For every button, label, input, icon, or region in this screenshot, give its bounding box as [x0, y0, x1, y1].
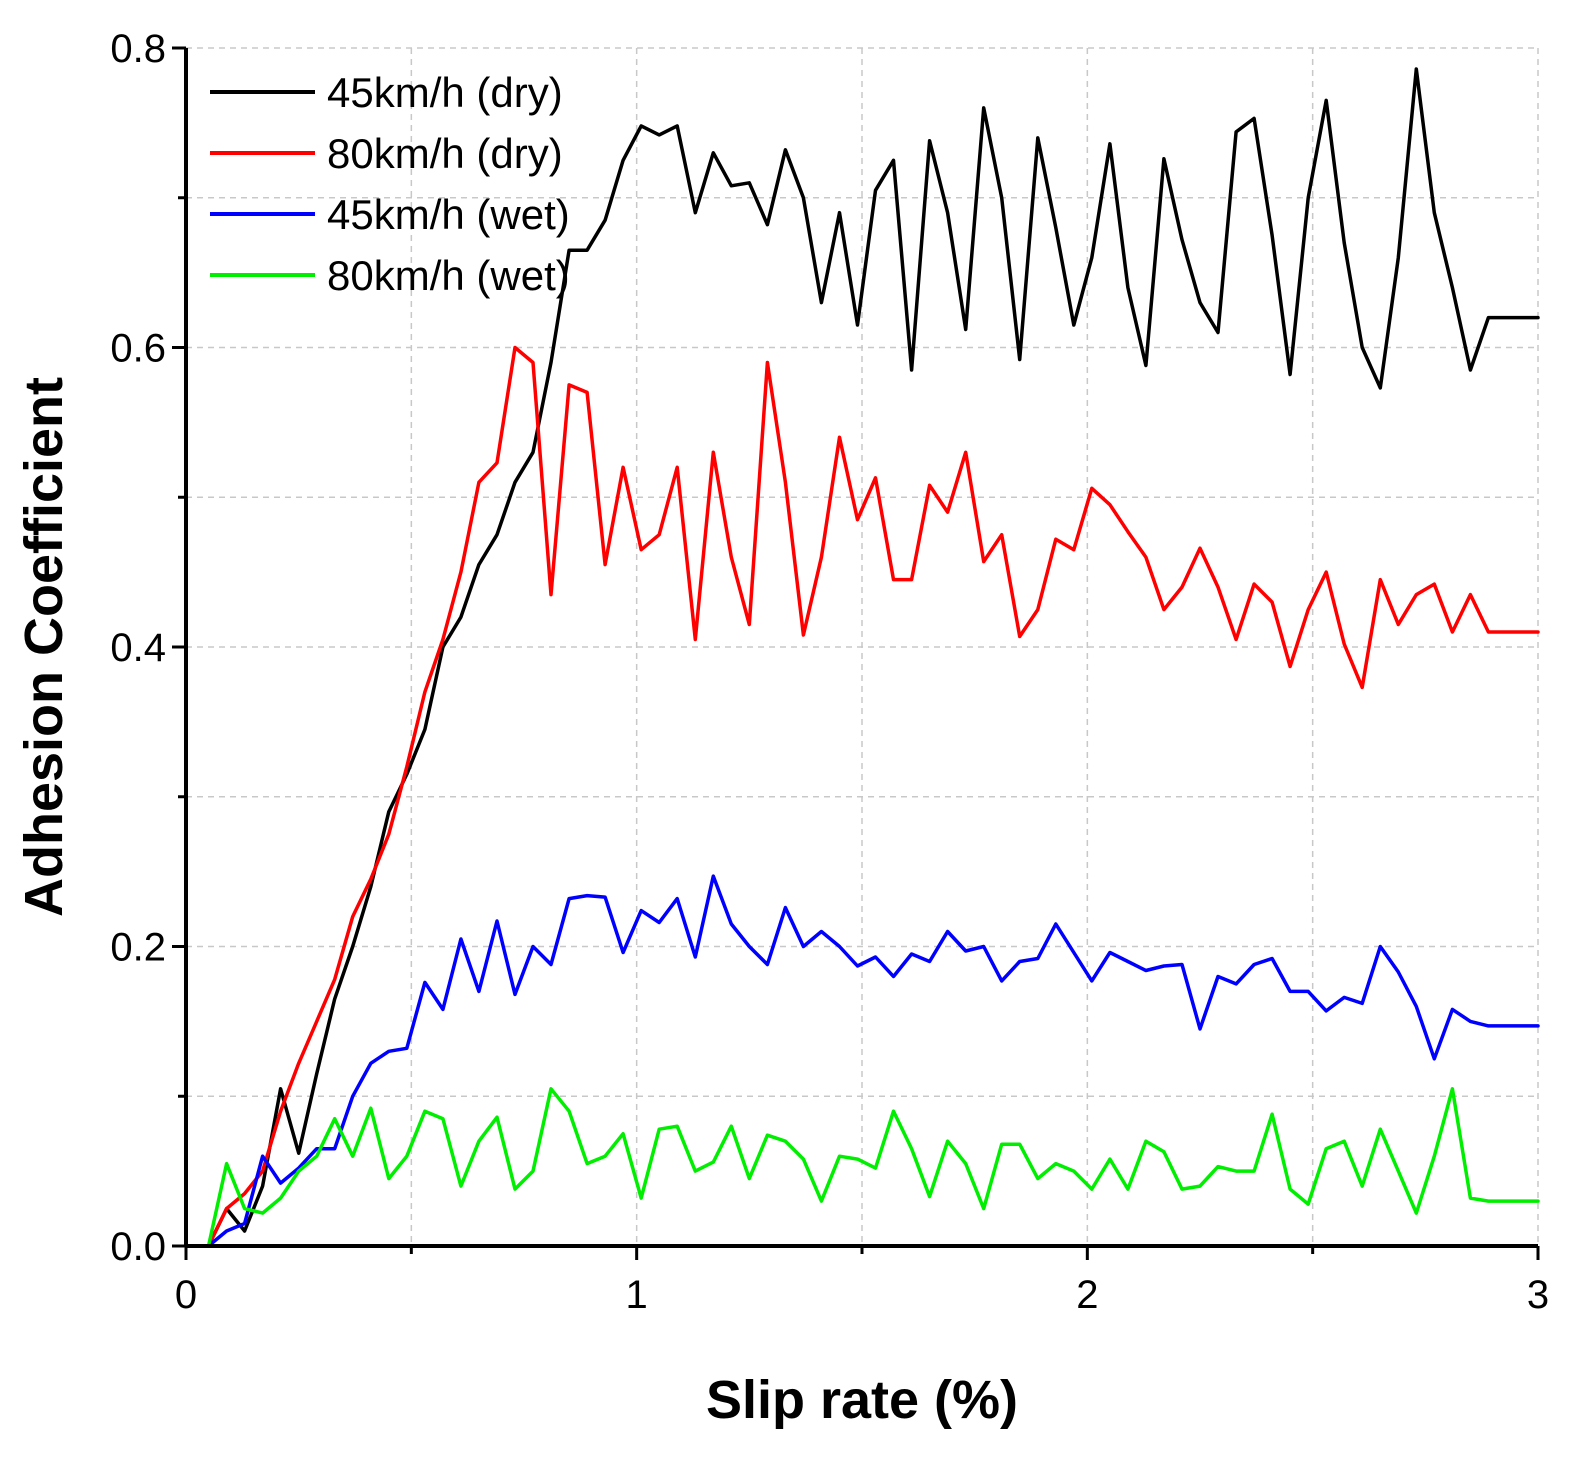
legend: 45km/h (dry) 80km/h (dry) 45km/h (wet) 80km… — [210, 69, 570, 299]
series-line-45km-h-dry — [206, 67, 1540, 1248]
y-axis-title: Adhesion Coefficient — [14, 377, 74, 917]
legend-label-80km-h-dry: 80km/h (dry) — [327, 130, 563, 177]
legend-label-45km-h-wet: 45km/h (wet) — [327, 191, 570, 238]
x-tick-label: 2 — [1076, 1273, 1098, 1317]
x-tick-label: 0 — [175, 1273, 197, 1317]
y-tick-label: 0.2 — [110, 926, 166, 970]
ticks: 0.0 0.2 0.4 0.6 0.8 0 1 2 3 — [110, 27, 1549, 1317]
legend-label-80km-h-wet: 80km/h (wet) — [327, 252, 570, 299]
series-line-45km-h-wet — [206, 874, 1540, 1248]
x-tick-label: 3 — [1527, 1273, 1549, 1317]
series-line-80km-h-dry — [206, 345, 1540, 1248]
legend-label-45km-h-dry: 45km/h (dry) — [327, 69, 563, 116]
series-line-80km-h-wet — [206, 1087, 1540, 1248]
y-tick-label: 0.4 — [110, 626, 166, 670]
series-lines — [206, 67, 1540, 1248]
gridlines — [186, 47, 1539, 1246]
y-tick-label: 0.0 — [110, 1225, 166, 1269]
x-tick-label: 1 — [626, 1273, 648, 1317]
y-tick-label: 0.8 — [110, 27, 166, 71]
y-tick-label: 0.6 — [110, 327, 166, 371]
x-axis-title: Slip rate (%) — [706, 1370, 1018, 1430]
